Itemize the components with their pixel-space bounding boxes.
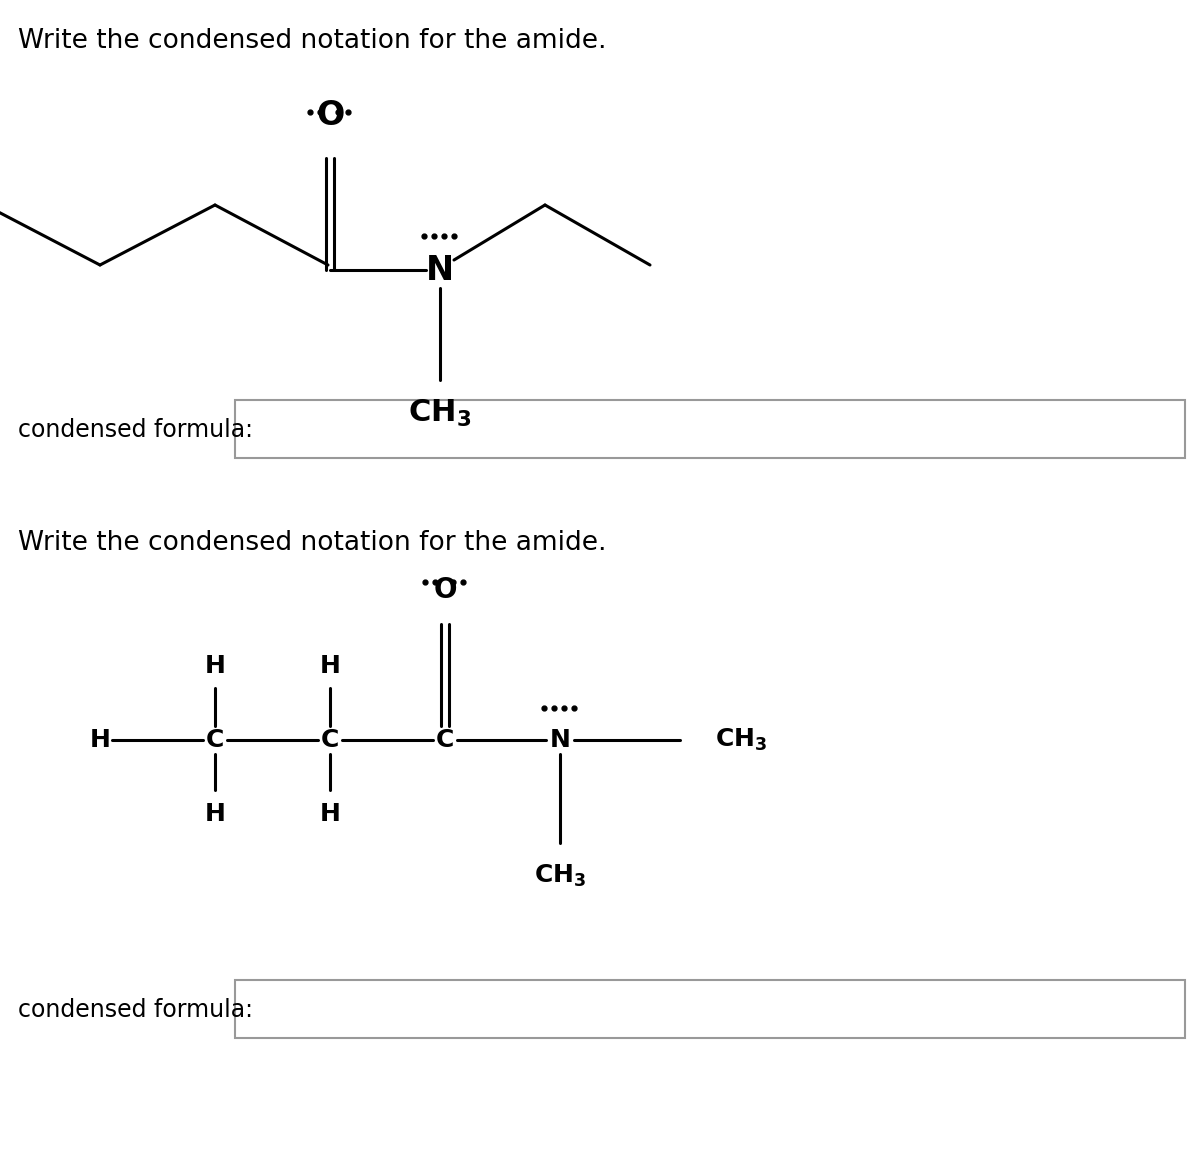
Text: condensed formula:: condensed formula:	[18, 998, 253, 1022]
Text: $\mathregular{CH_3}$: $\mathregular{CH_3}$	[715, 727, 767, 753]
Text: H: H	[204, 654, 226, 679]
Text: Write the condensed notation for the amide.: Write the condensed notation for the ami…	[18, 530, 606, 556]
Text: H: H	[319, 654, 341, 679]
Text: H: H	[90, 728, 110, 751]
Bar	[235, 400, 1186, 457]
Text: H: H	[319, 802, 341, 826]
Text: O: O	[316, 99, 344, 132]
Text: N: N	[426, 254, 454, 287]
Text: $\mathregular{CH_3}$: $\mathregular{CH_3}$	[534, 863, 586, 889]
Text: O: O	[433, 576, 457, 604]
Text: $\mathregular{CH_3}$: $\mathregular{CH_3}$	[408, 397, 472, 429]
Text: H: H	[204, 802, 226, 826]
Text: C: C	[320, 728, 340, 751]
Text: C: C	[206, 728, 224, 751]
Text: N: N	[550, 728, 570, 751]
Text: condensed formula:: condensed formula:	[18, 417, 253, 442]
Text: Write the condensed notation for the amide.: Write the condensed notation for the ami…	[18, 28, 606, 54]
Text: C: C	[436, 728, 454, 751]
Bar	[235, 980, 1186, 1038]
